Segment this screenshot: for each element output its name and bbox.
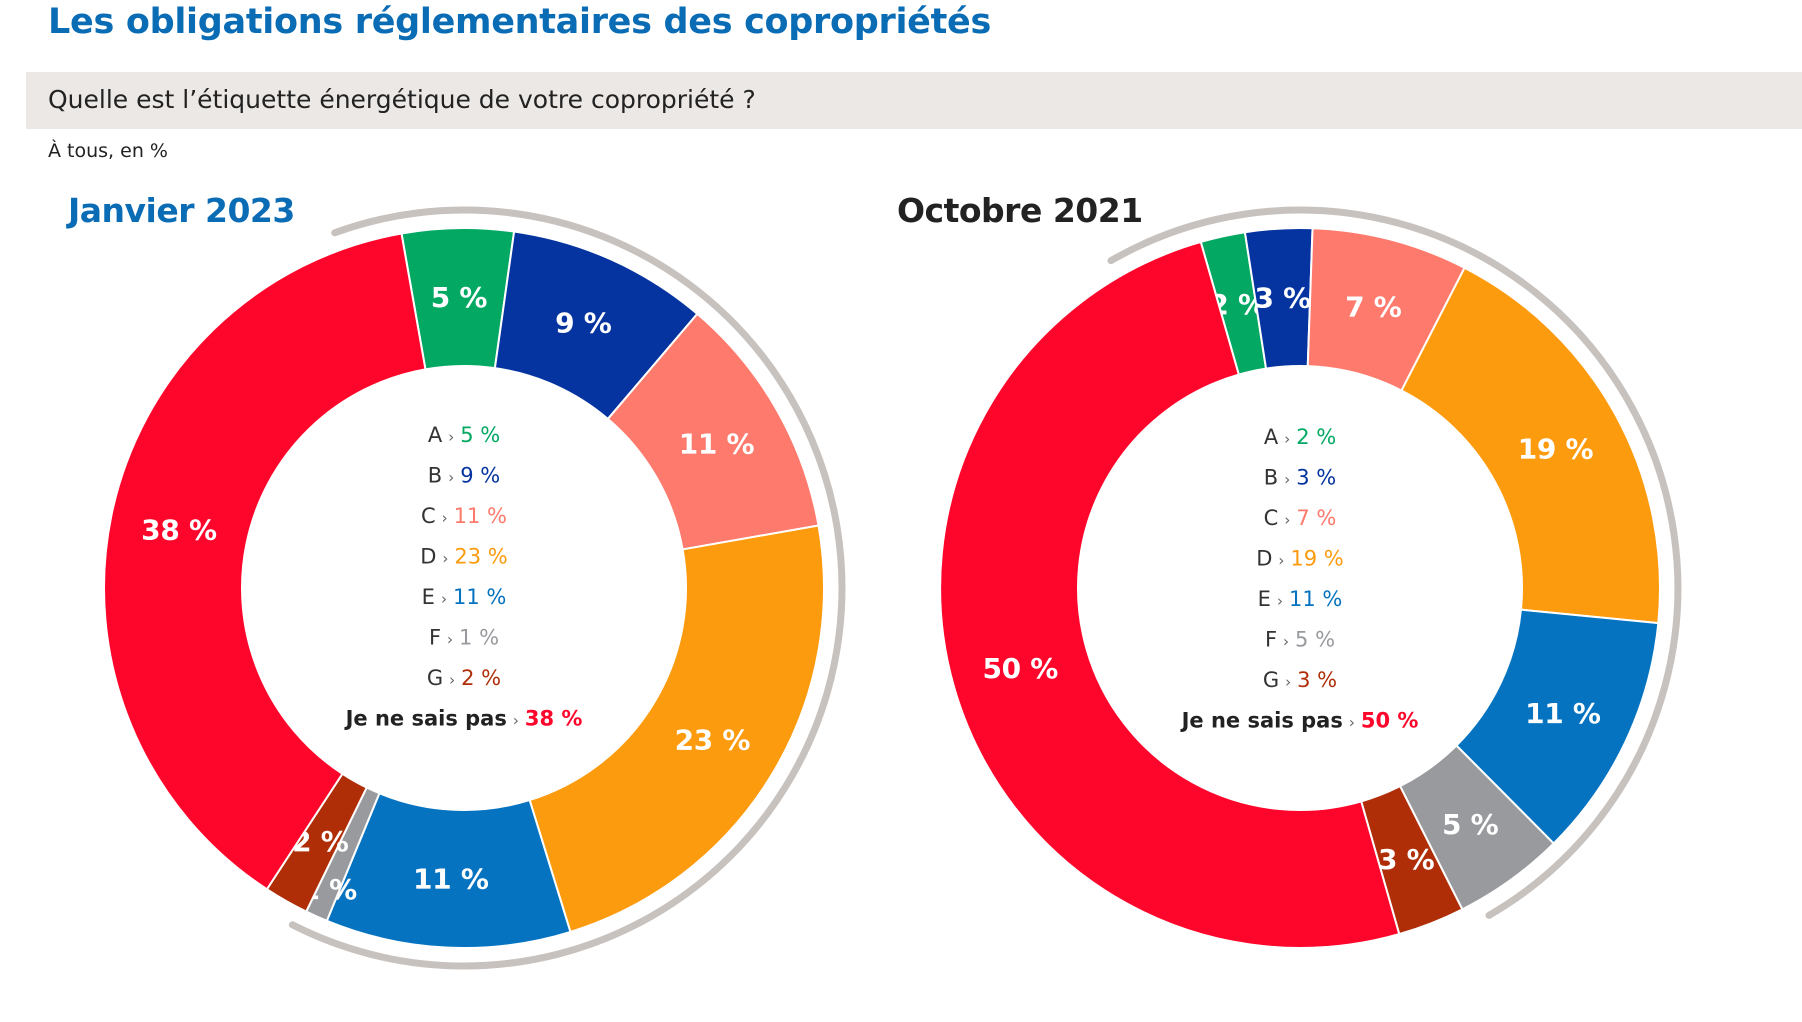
chart-janvier-2023-label-d: 23 % xyxy=(675,724,751,757)
chart-octobre-2021-label-g: 3 % xyxy=(1378,843,1435,876)
chart-janvier-2023-label-a: 5 % xyxy=(431,281,488,314)
chart-octobre-2021-label-c: 7 % xyxy=(1345,290,1402,323)
chart-octobre-2021-label-je-ne-sais-pas: 50 % xyxy=(982,652,1058,685)
chart-janvier-2023-legend-d: D › 23 % xyxy=(420,545,508,569)
chart-janvier-2023-slice-d xyxy=(528,524,825,934)
chart-octobre-2021-slice-d xyxy=(1400,266,1661,625)
chart-octobre-2021-legend-f: F › 5 % xyxy=(1265,628,1335,652)
chart-janvier-2023-label-e: 11 % xyxy=(413,863,489,896)
chart-octobre-2021-legend-e: E › 11 % xyxy=(1258,587,1343,611)
chart-janvier-2023-legend-a: A › 5 % xyxy=(428,423,500,447)
page-title: Les obligations réglementaires des copro… xyxy=(48,2,992,42)
chart-janvier-2023-legend-c: C › 11 % xyxy=(421,504,507,528)
question-band xyxy=(26,72,1802,129)
chart-octobre-2021-label-f: 5 % xyxy=(1442,808,1499,841)
chart-octobre-2021-legend-je-ne-sais-pas: Je ne sais pas › 50 % xyxy=(1180,709,1419,733)
chart-janvier-2023-outer-arc xyxy=(288,206,846,970)
chart-octobre-2021-label-e: 11 % xyxy=(1525,697,1601,730)
chart-octobre-2021-label-b: 3 % xyxy=(1255,282,1312,315)
chart-octobre-2021-outer-arc xyxy=(1107,206,1682,919)
base-text: À tous, en % xyxy=(48,140,168,162)
chart-janvier-2023-legend-f: F › 1 % xyxy=(429,626,499,650)
chart-janvier-2023-label-b: 9 % xyxy=(555,307,612,340)
question-text: Quelle est l’étiquette énergétique de vo… xyxy=(48,85,756,114)
chart-octobre-2021-legend-b: B › 3 % xyxy=(1264,466,1336,490)
chart-janvier-2023-legend-g: G › 2 % xyxy=(427,666,501,690)
chart-octobre-2021-title: Octobre 2021 xyxy=(897,191,1143,230)
chart-octobre-2021-legend-c: C › 7 % xyxy=(1264,506,1337,530)
chart-janvier-2023-legend-je-ne-sais-pas: Je ne sais pas › 38 % xyxy=(344,707,583,731)
chart-octobre-2021-label-d: 19 % xyxy=(1518,433,1594,466)
chart-janvier-2023-label-je-ne-sais-pas: 38 % xyxy=(141,513,217,546)
chart-octobre-2021-legend-a: A › 2 % xyxy=(1264,425,1336,449)
chart-octobre-2021-slice-je-ne-sais-pas xyxy=(939,240,1401,949)
chart-janvier-2023-slice-je-ne-sais-pas xyxy=(103,232,427,891)
chart-octobre-2021-legend-g: G › 3 % xyxy=(1263,668,1337,692)
chart-janvier-2023-legend-b: B › 9 % xyxy=(428,464,500,488)
chart-octobre-2021-legend-d: D › 19 % xyxy=(1256,547,1344,571)
chart-janvier-2023-legend-e: E › 11 % xyxy=(422,585,507,609)
chart-janvier-2023-label-c: 11 % xyxy=(679,427,755,460)
chart-janvier-2023-title: Janvier 2023 xyxy=(66,191,295,230)
